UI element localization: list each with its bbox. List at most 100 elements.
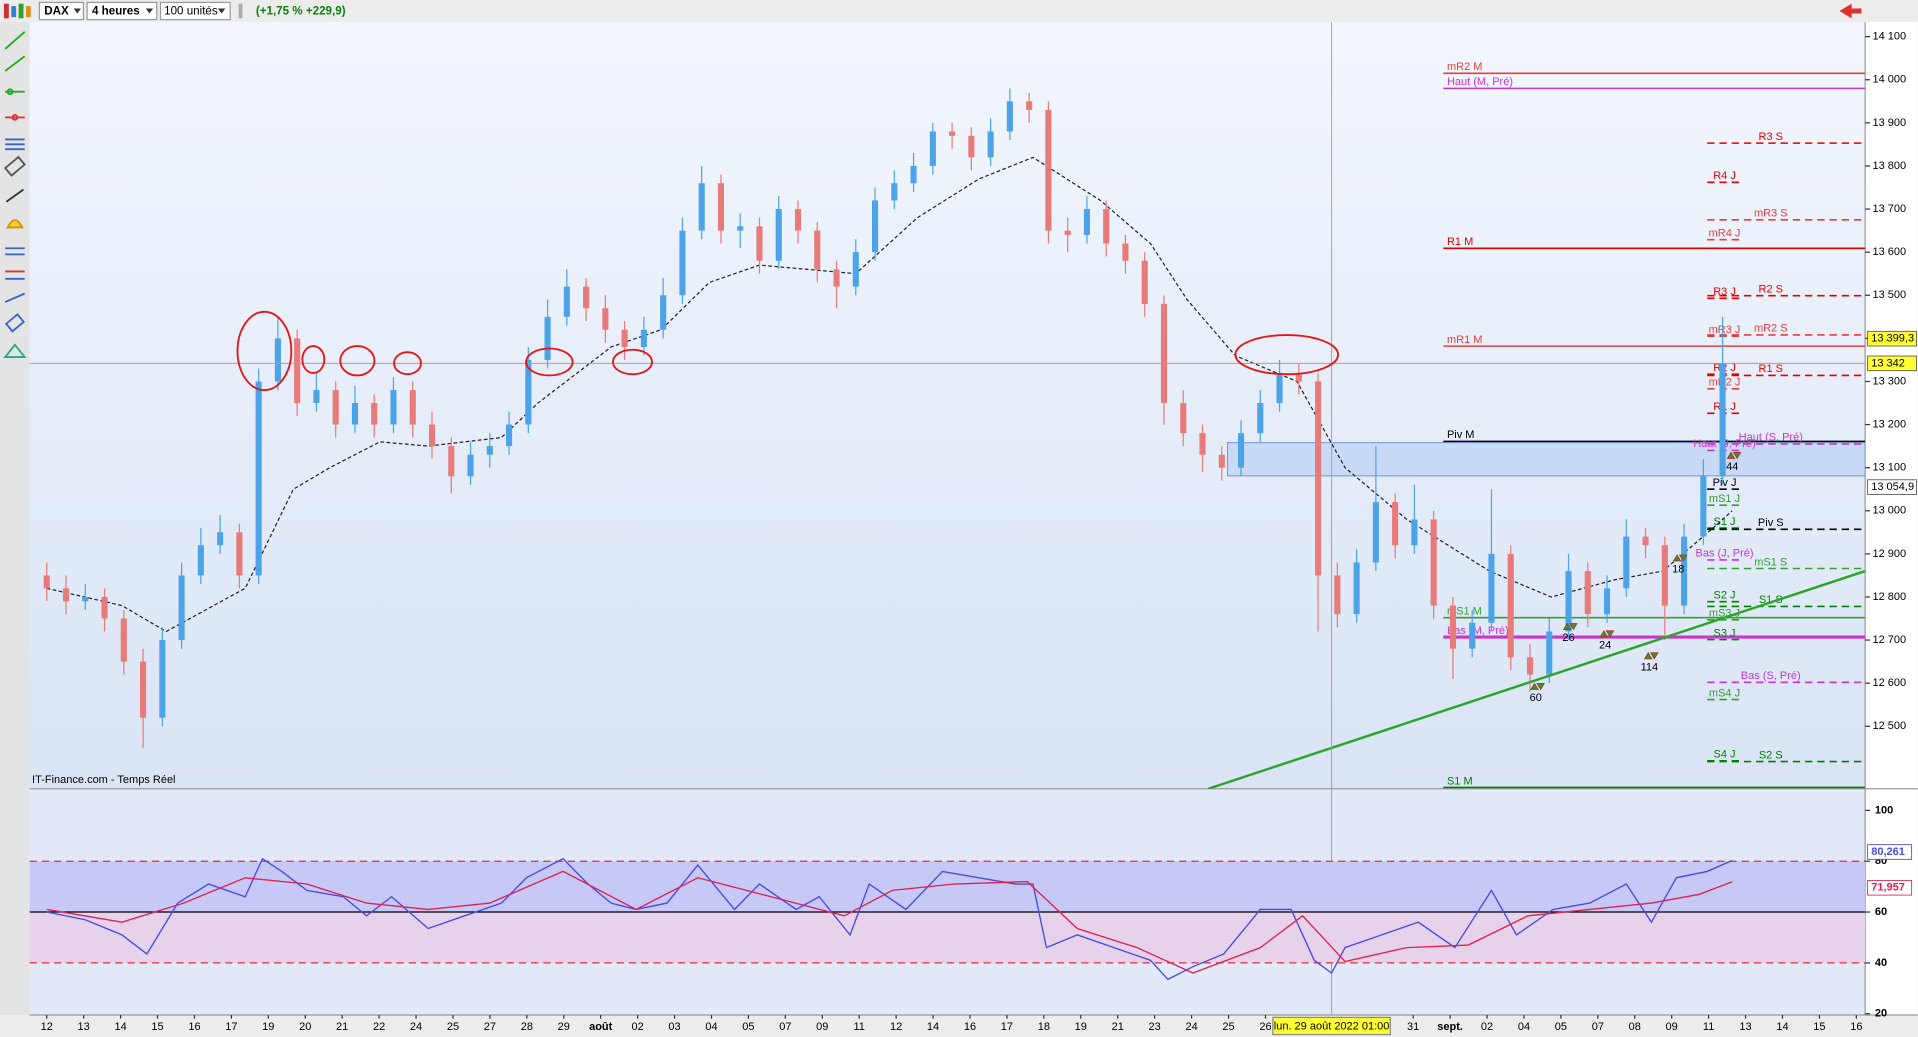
- candle-body: [101, 596, 108, 619]
- x-tick-label: 02: [1481, 1021, 1493, 1033]
- signal-marker: [1530, 682, 1545, 691]
- x-tick-label: 14: [114, 1021, 126, 1033]
- candle-body: [197, 545, 204, 576]
- pivot-label: Haut (S, Pré): [1739, 432, 1803, 444]
- x-tick-label: 18: [1038, 1021, 1050, 1033]
- candle-body: [1083, 209, 1090, 235]
- pivot-label: Haut (M, Pré): [1447, 76, 1513, 88]
- y-tick-label: 13 000: [1872, 505, 1906, 517]
- axis-layer: lun. 29 août 2022 01:00 12 500 12 600 12 70…: [41, 31, 1917, 1036]
- symbol: DAX: [44, 5, 69, 18]
- candle-body: [756, 226, 763, 261]
- x-tick-label: 24: [1185, 1021, 1197, 1033]
- y-tick-label: 13 200: [1872, 418, 1906, 430]
- x-tick-label: 15: [1813, 1021, 1825, 1033]
- rsi-line: [46, 857, 1733, 981]
- period-select[interactable]: [86, 1, 158, 21]
- y-tick-label: 13 800: [1872, 160, 1906, 172]
- candle-body: [1392, 502, 1399, 546]
- x-tick-label: 19: [1075, 1021, 1087, 1033]
- candle-body: [1623, 536, 1630, 589]
- candle-body: [1295, 372, 1302, 382]
- signal-marker: [1599, 630, 1615, 638]
- candle-body: [1681, 536, 1688, 606]
- candle-body: [949, 131, 956, 136]
- x-tick-label: 08: [1629, 1021, 1641, 1033]
- candle-body: [1160, 303, 1168, 404]
- candle-body: [583, 286, 590, 309]
- candle-body: [1276, 372, 1283, 404]
- pivot-label: S3 J: [1714, 627, 1736, 639]
- pivot-label: Bas (J, Pré): [1695, 548, 1753, 560]
- signal-count: 114: [1641, 661, 1659, 673]
- candle-body: [1315, 381, 1322, 576]
- change: (+1,75 % +229,9): [256, 5, 346, 18]
- price-tag: [1867, 330, 1917, 347]
- pivot-label: mR4 J: [1709, 227, 1741, 239]
- candle-body: [814, 230, 821, 270]
- candle-body: [1237, 433, 1245, 468]
- symbol-select[interactable]: [38, 1, 85, 21]
- pivot-label: Piv M: [1447, 429, 1475, 441]
- candle-body: [1546, 631, 1553, 675]
- x-tick-label: 21: [336, 1021, 348, 1033]
- tool-panel: [0, 22, 30, 1037]
- x-tick-label: 27: [484, 1021, 496, 1033]
- price-tag-label: 13 054,9: [1871, 481, 1914, 493]
- collapse-icon[interactable]: [1839, 3, 1862, 19]
- x-tick-label: 16: [1850, 1021, 1862, 1033]
- x-tick-label: 13: [1739, 1021, 1751, 1033]
- candle-body: [525, 359, 532, 425]
- candle-body: [717, 183, 725, 231]
- x-tick-label: 14: [1776, 1021, 1788, 1033]
- candle-body: [968, 135, 975, 158]
- units-select[interactable]: [159, 1, 231, 21]
- trendline: [1207, 569, 1866, 789]
- y-tick-label: 13 900: [1872, 117, 1906, 129]
- candle-body: [1006, 101, 1013, 132]
- x-tick-label: 23: [1149, 1021, 1161, 1033]
- candle-body: [852, 252, 859, 287]
- signal-count: 60: [1530, 692, 1542, 704]
- pivot-label: S1 J: [1714, 516, 1736, 528]
- source: IT-Finance.com - Temps Réel: [32, 774, 175, 786]
- candle-body: [871, 200, 879, 253]
- candle-body: [1700, 476, 1707, 537]
- pivot-label: S2 J: [1714, 589, 1736, 601]
- candle-body: [640, 329, 647, 347]
- x-tick-label: 03: [668, 1021, 680, 1033]
- pivot-label: mS3 J: [1709, 608, 1740, 620]
- candle-body: [506, 424, 513, 447]
- annotations: [236, 310, 1340, 392]
- candle-body: [313, 390, 320, 404]
- candle-body: [679, 230, 686, 296]
- candle-body: [486, 446, 493, 455]
- y-tick-label: 13 700: [1872, 203, 1906, 215]
- rsi-band: [29, 861, 1866, 913]
- candle-body: [660, 295, 667, 330]
- separator: [238, 3, 243, 19]
- rsi-value-label: 80,261: [1871, 846, 1905, 858]
- candle-body: [794, 209, 802, 231]
- x-tick-label: 11: [1703, 1021, 1714, 1033]
- pivot-label: mS1 J: [1709, 493, 1740, 505]
- x-tick-label: 09: [816, 1021, 828, 1033]
- candle-body: [1584, 571, 1591, 615]
- candle-body: [467, 454, 474, 477]
- dropdown-arrow: [73, 8, 81, 14]
- candle-body: [1719, 363, 1726, 477]
- pivot-label: Bas (S, Pré): [1741, 670, 1801, 682]
- candle-body: [1372, 502, 1379, 563]
- y-tick-label: 13 500: [1872, 289, 1906, 301]
- pivot-label: mR2 S: [1754, 323, 1788, 335]
- rsi-value-label: 71,957: [1871, 882, 1905, 894]
- y-tick-label: 40: [1875, 957, 1887, 969]
- price-tag: [1867, 355, 1917, 372]
- drawing-tools: [3, 31, 27, 358]
- x-tick-label: 02: [632, 1021, 644, 1033]
- pivot-label: R1 S: [1759, 363, 1783, 375]
- rsi-layer: [29, 788, 1866, 1015]
- x-tick-label: 12: [41, 1021, 53, 1033]
- y-tick-label: 13 300: [1872, 375, 1906, 387]
- crosshair-date: lun. 29 août 2022 01:00: [1274, 1021, 1390, 1033]
